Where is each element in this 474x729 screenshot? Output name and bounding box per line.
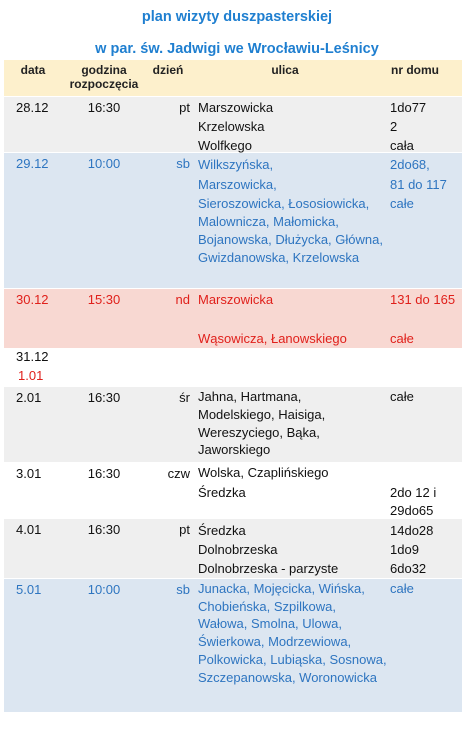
time-cell: 10:00	[87, 156, 121, 171]
street-cell: Chobieńska, Szpilkowa,	[198, 599, 337, 614]
street-cell: Junacka, Mojęcicka, Wińska,	[198, 581, 365, 596]
street-cell: Marszowicka	[198, 100, 274, 115]
street-cell: Szczepanowska, Woronowicka	[198, 670, 377, 685]
day-cell: sb	[176, 156, 190, 171]
street-cell: Gwizdanowska, Krzelowska	[198, 250, 360, 265]
street-cell: Jahna, Hartmana,	[198, 389, 302, 404]
date-cell: 28.12	[16, 100, 49, 115]
time-cell: 16:30	[87, 100, 121, 115]
street-cell: Dolnobrzeska - parzyste	[198, 561, 339, 576]
number-cell: 29do65	[390, 503, 434, 518]
street-cell: Jaworskiego	[198, 442, 271, 457]
street-cell: Malownicza, Małomicka,	[198, 214, 339, 229]
street-cell: Dolnobrzeska	[198, 542, 278, 557]
time-cell: 16:30	[87, 466, 121, 481]
number-cell: 6do32	[390, 561, 427, 576]
number-cell: 14do28	[390, 523, 434, 538]
number-cell: całe	[390, 196, 414, 211]
row-background	[4, 349, 462, 386]
street-cell: Wąsowicza, Łanowskiego	[198, 331, 347, 346]
column-header: ulica	[271, 63, 299, 77]
street-cell: Wereszyciego, Bąka,	[198, 425, 320, 440]
street-cell: Średzka	[198, 485, 246, 500]
row-background	[4, 97, 462, 152]
subtitle: w par. św. Jadwigi we Wrocławiu-Leśnicy	[95, 41, 379, 57]
number-cell: całe	[390, 331, 414, 346]
number-cell: 2do 12 i	[390, 485, 437, 500]
street-cell: Marszowicka	[198, 292, 274, 307]
header-row	[4, 60, 462, 96]
date-cell: 31.12	[16, 349, 49, 364]
street-cell: Wolfkego	[198, 138, 252, 153]
day-cell: pt	[179, 522, 190, 537]
date-cell: 4.01	[16, 522, 42, 537]
time-cell: 10:00	[87, 582, 121, 597]
street-cell: Modelskiego, Haisiga,	[198, 407, 326, 422]
title: plan wizyty duszpasterskiej	[141, 9, 333, 25]
number-cell: 2	[390, 119, 398, 134]
row-background	[4, 579, 462, 712]
day-cell: sb	[176, 582, 190, 597]
row-background	[4, 463, 462, 518]
date-cell: 5.01	[16, 582, 42, 597]
street-cell: Wolska, Czaplińskiego	[198, 465, 329, 480]
street-cell: Średzka	[198, 523, 246, 538]
street-cell: Świerkowa, Modrzewiowa,	[198, 634, 352, 649]
column-header: godzina rozpoczęcia	[69, 63, 139, 91]
number-cell: całe	[390, 389, 414, 404]
day-cell: śr	[179, 390, 190, 405]
street-cell: Sieroszowicka, Łososiowicka,	[198, 196, 370, 211]
date-cell: 30.12	[16, 292, 49, 307]
number-cell: cała	[390, 138, 414, 153]
number-cell: 1do77	[390, 100, 427, 115]
number-cell: 81 do 117	[390, 177, 447, 192]
date-cell: 2.01	[16, 390, 42, 405]
number-cell: 1do9	[390, 542, 419, 557]
row-background	[4, 387, 462, 462]
column-header: data	[20, 63, 46, 77]
row-background	[4, 289, 462, 348]
day-cell: pt	[179, 100, 190, 115]
street-cell: Marszowicka,	[198, 177, 277, 192]
date-cell: 29.12	[16, 156, 49, 171]
day-cell: czw	[167, 466, 190, 481]
row-background	[4, 519, 462, 578]
column-header: dzień	[152, 63, 184, 77]
time-cell: 16:30	[87, 522, 121, 537]
number-cell: 131 do 165	[390, 292, 456, 307]
street-cell: Bojanowska, Dłużycka, Główna,	[198, 232, 383, 247]
street-cell: Wilkszyńska,	[198, 157, 274, 172]
number-cell: całe	[390, 581, 414, 596]
street-cell: Krzelowska	[198, 119, 265, 134]
date-cell: 3.01	[16, 466, 42, 481]
day-cell: nd	[175, 292, 190, 307]
time-cell: 16:30	[87, 390, 121, 405]
row-background	[4, 153, 462, 288]
column-header: nr domu	[391, 63, 439, 77]
time-cell: 15:30	[87, 292, 121, 307]
street-cell: Polkowicka, Lubiąska, Sosnowa,	[198, 652, 387, 667]
street-cell: Wałowa, Smolna, Ulowa,	[198, 616, 343, 631]
date-cell: 1.01	[18, 368, 44, 383]
number-cell: 2do68,	[390, 157, 430, 172]
